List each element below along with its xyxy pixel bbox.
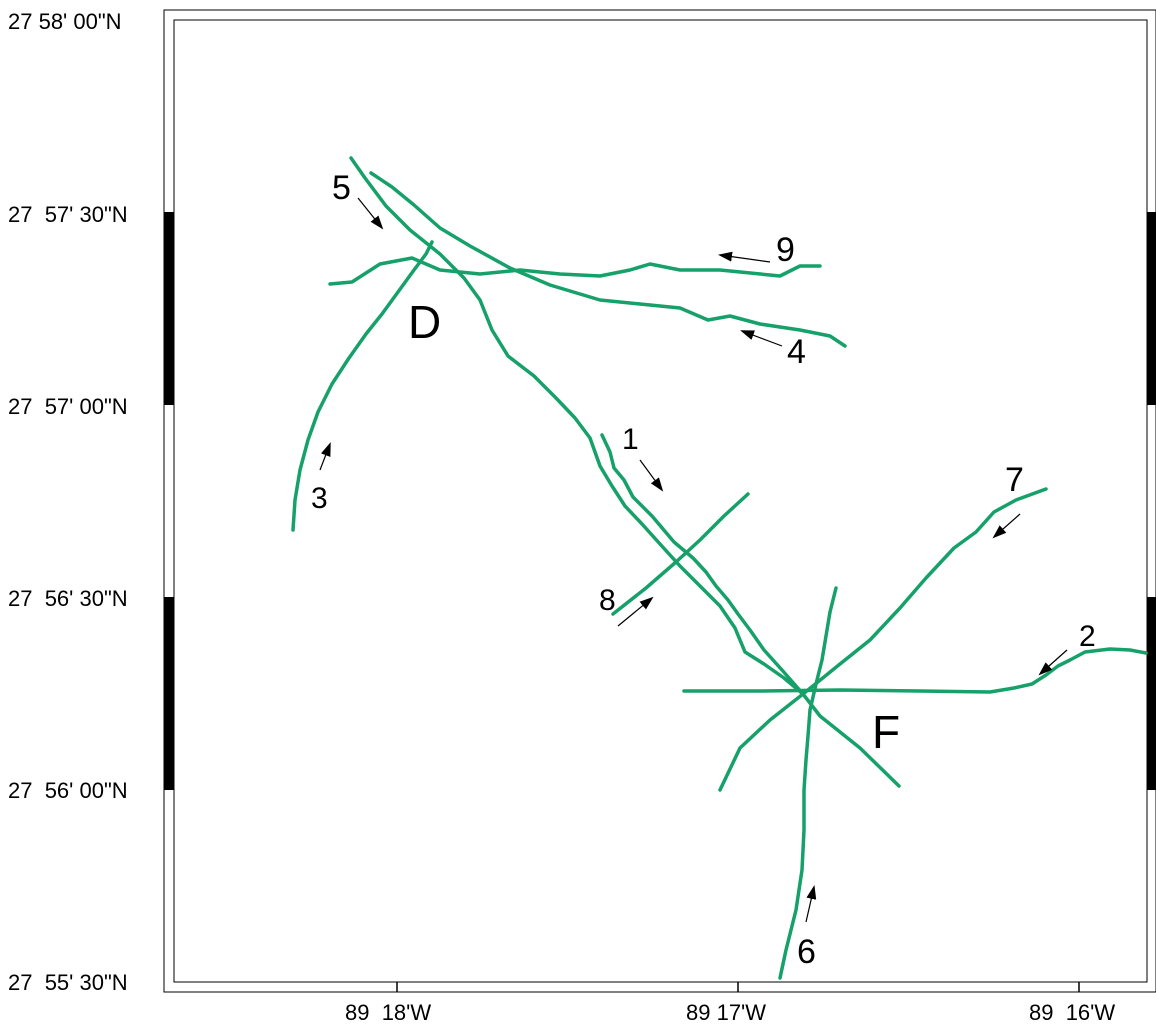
lat-label-27-57-00: 27 57' 00"N <box>8 394 128 419</box>
right-scale-bar-1 <box>1147 212 1156 405</box>
site-labels: D F <box>408 296 900 758</box>
site-label-f: F <box>872 706 900 758</box>
left-scale-bar-1 <box>164 212 174 405</box>
track-line-1 <box>600 433 901 788</box>
track-line-4 <box>369 171 847 348</box>
arrow-line-1 <box>639 459 664 492</box>
arrow-line-2 <box>1038 649 1068 676</box>
arrow-line-7 <box>992 513 1021 539</box>
lon-label-89-18: 89 18'W <box>345 1000 432 1025</box>
line-label-4: 4 <box>787 333 806 371</box>
right-scale-bar-2 <box>1147 597 1156 790</box>
arrow-line-3 <box>319 442 331 471</box>
track-line-2 <box>682 647 1148 694</box>
site-label-d: D <box>408 296 441 348</box>
lat-label-27-55-30: 27 55' 30"N <box>8 970 128 995</box>
arrow-line-6 <box>805 885 817 923</box>
lon-label-89-16: 89 16'W <box>1029 1000 1116 1025</box>
arrow-line-8 <box>617 596 654 627</box>
line-label-1: 1 <box>622 423 639 456</box>
line-label-8: 8 <box>599 584 616 617</box>
left-scale-bar-2 <box>164 597 174 790</box>
track-line-9 <box>328 256 822 286</box>
line-label-2: 2 <box>1079 620 1096 653</box>
line-label-9: 9 <box>776 231 795 269</box>
lon-label-89-17: 89 17'W <box>686 1000 767 1025</box>
arrow-line-9 <box>718 251 771 263</box>
direction-arrows <box>319 197 1068 923</box>
lon-ticks <box>396 982 1080 992</box>
lat-label-27-56-30: 27 56' 30"N <box>8 586 128 611</box>
line-label-3: 3 <box>311 482 328 515</box>
lat-label-27-57-30: 27 57' 30"N <box>8 202 128 227</box>
track-line-6 <box>778 586 838 980</box>
track-line-7 <box>718 487 1048 792</box>
line-label-7: 7 <box>1005 461 1024 499</box>
track-line-5 <box>349 156 805 696</box>
line-labels: 1 2 3 4 5 6 7 8 9 <box>311 169 1096 971</box>
map-frame <box>163 9 1156 993</box>
arrow-line-4 <box>740 330 783 347</box>
line-label-5: 5 <box>332 169 351 207</box>
arrow-line-5 <box>357 197 384 230</box>
track-line-3 <box>291 240 434 532</box>
line-label-6: 6 <box>797 933 816 971</box>
survey-tracks <box>291 156 1148 980</box>
lat-label-27-56-00: 27 56' 00"N <box>8 778 128 803</box>
lat-label-27-58-00: 27 58' 00"N <box>8 9 122 34</box>
scale-bars <box>164 212 1156 790</box>
track-line-8 <box>611 492 750 616</box>
